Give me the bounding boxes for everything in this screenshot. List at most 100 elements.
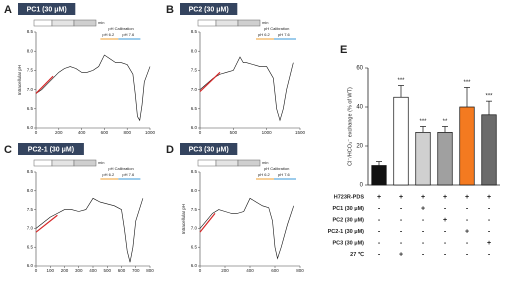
y-tick-label: 6.0 <box>191 263 198 268</box>
error-bar <box>398 85 404 98</box>
x-tick-label: 200 <box>61 268 69 273</box>
significance-label: *** <box>419 119 427 125</box>
x-tick-label: 1000 <box>262 130 273 135</box>
x-tick-label: 700 <box>132 268 140 273</box>
annotation: min <box>262 160 268 165</box>
annotation: min <box>98 20 104 25</box>
annotation: pH Calibration <box>108 166 133 171</box>
y-tick-label: 6.5 <box>27 106 34 111</box>
protocol-box <box>73 19 97 27</box>
trace <box>199 56 294 122</box>
x-tick-label: 400 <box>89 268 97 273</box>
y-tick-label: 6.0 <box>27 263 34 268</box>
annotation: pH 6.2 <box>102 172 115 177</box>
x-tick-label: 800 <box>296 268 304 273</box>
table-cell: - <box>488 251 491 258</box>
protocol-box <box>237 159 261 167</box>
y-tick-label: 0 <box>360 183 364 189</box>
y-tick-label: 6.0 <box>27 125 34 130</box>
table-cell: - <box>422 228 425 235</box>
table-cell: + <box>421 205 425 212</box>
protocol-box <box>197 159 217 167</box>
table-cell: - <box>422 217 425 224</box>
table-cell: - <box>400 228 403 235</box>
table-cell: + <box>465 228 469 235</box>
bar <box>437 132 453 186</box>
title-box <box>180 3 238 15</box>
table-row-label: PC2-1 (30 μM) <box>328 229 365 235</box>
y-tick-label: 7.5 <box>191 207 198 212</box>
table-cell: - <box>378 217 381 224</box>
y-tick-label: 20 <box>356 144 363 150</box>
table-row-label: PC3 (30 μM) <box>333 240 365 246</box>
y-tick-label: 7.5 <box>27 207 34 212</box>
table-row-label: PC2 (30 μM) <box>333 217 365 223</box>
table-cell: - <box>444 251 447 258</box>
protocol-box <box>51 159 75 167</box>
annotation: pH Calibration <box>108 26 133 31</box>
x-tick-label: 600 <box>118 268 126 273</box>
protocol-box <box>33 19 53 27</box>
x-tick-label: 0 <box>199 268 202 273</box>
y-tick-label: 8.0 <box>27 188 34 193</box>
x-tick-label: 0 <box>35 268 38 273</box>
x-tick-label: 400 <box>78 130 86 135</box>
y-tick-label: 40 <box>356 105 363 111</box>
error-bar <box>486 100 492 115</box>
bar <box>371 165 387 186</box>
x-tick-label: 500 <box>230 130 238 135</box>
y-tick-label: 7.0 <box>27 226 34 231</box>
x-tick-label: 1500 <box>295 130 306 135</box>
title-box <box>18 143 84 155</box>
trace <box>35 54 151 122</box>
annotation: pH 7.6 <box>122 32 135 37</box>
panel-label: E <box>340 44 347 56</box>
table-row-label: PC1 (30 μM) <box>333 206 365 212</box>
x-tick-label: 500 <box>103 268 111 273</box>
annotation: pH Calibration <box>264 166 289 171</box>
y-tick-label: 8.0 <box>191 48 198 53</box>
protocol-box <box>33 159 53 167</box>
table-cell: - <box>400 205 403 212</box>
table-cell: + <box>399 251 403 258</box>
annotation: pH 7.6 <box>122 172 135 177</box>
protocol-box <box>197 19 217 27</box>
x-tick-label: 100 <box>46 268 54 273</box>
table-cell: - <box>400 217 403 224</box>
table-cell: - <box>422 251 425 258</box>
significance-label: *** <box>463 80 471 86</box>
protocol-box <box>215 19 239 27</box>
annotation: pH 7.6 <box>278 32 291 37</box>
x-tick-label: 200 <box>221 268 229 273</box>
table-cell: - <box>444 228 447 235</box>
table-cell: - <box>488 205 491 212</box>
trace <box>199 197 295 260</box>
table-cell: + <box>487 240 491 247</box>
y-tick-label: 7.0 <box>191 87 198 92</box>
y-tick-label: 8.5 <box>27 169 34 174</box>
table-cell: + <box>465 194 469 201</box>
table-cell: - <box>422 240 425 247</box>
y-tick-label: 6.5 <box>27 244 34 249</box>
x-tick-label: 0 <box>199 130 202 135</box>
bar <box>459 106 475 186</box>
trace <box>35 197 144 263</box>
trace <box>35 214 58 233</box>
x-tick-label: 400 <box>246 268 254 273</box>
protocol-box <box>73 159 97 167</box>
panel-label: C <box>4 144 12 156</box>
table-cell: + <box>399 194 403 201</box>
annotation: pH 6.2 <box>102 32 115 37</box>
y-axis-label: Cl⁻/HCO₃⁻ exchange (% of WT) <box>347 87 353 166</box>
significance-label: ** <box>443 119 448 125</box>
table-cell: - <box>378 240 381 247</box>
y-tick-label: 7.5 <box>27 68 34 73</box>
x-tick-label: 0 <box>35 130 38 135</box>
error-bar <box>464 87 470 107</box>
table-cell: - <box>466 205 469 212</box>
bar <box>393 96 409 186</box>
panel-label: D <box>166 144 174 156</box>
y-tick-label: 8.5 <box>191 29 198 34</box>
trace <box>199 71 221 92</box>
